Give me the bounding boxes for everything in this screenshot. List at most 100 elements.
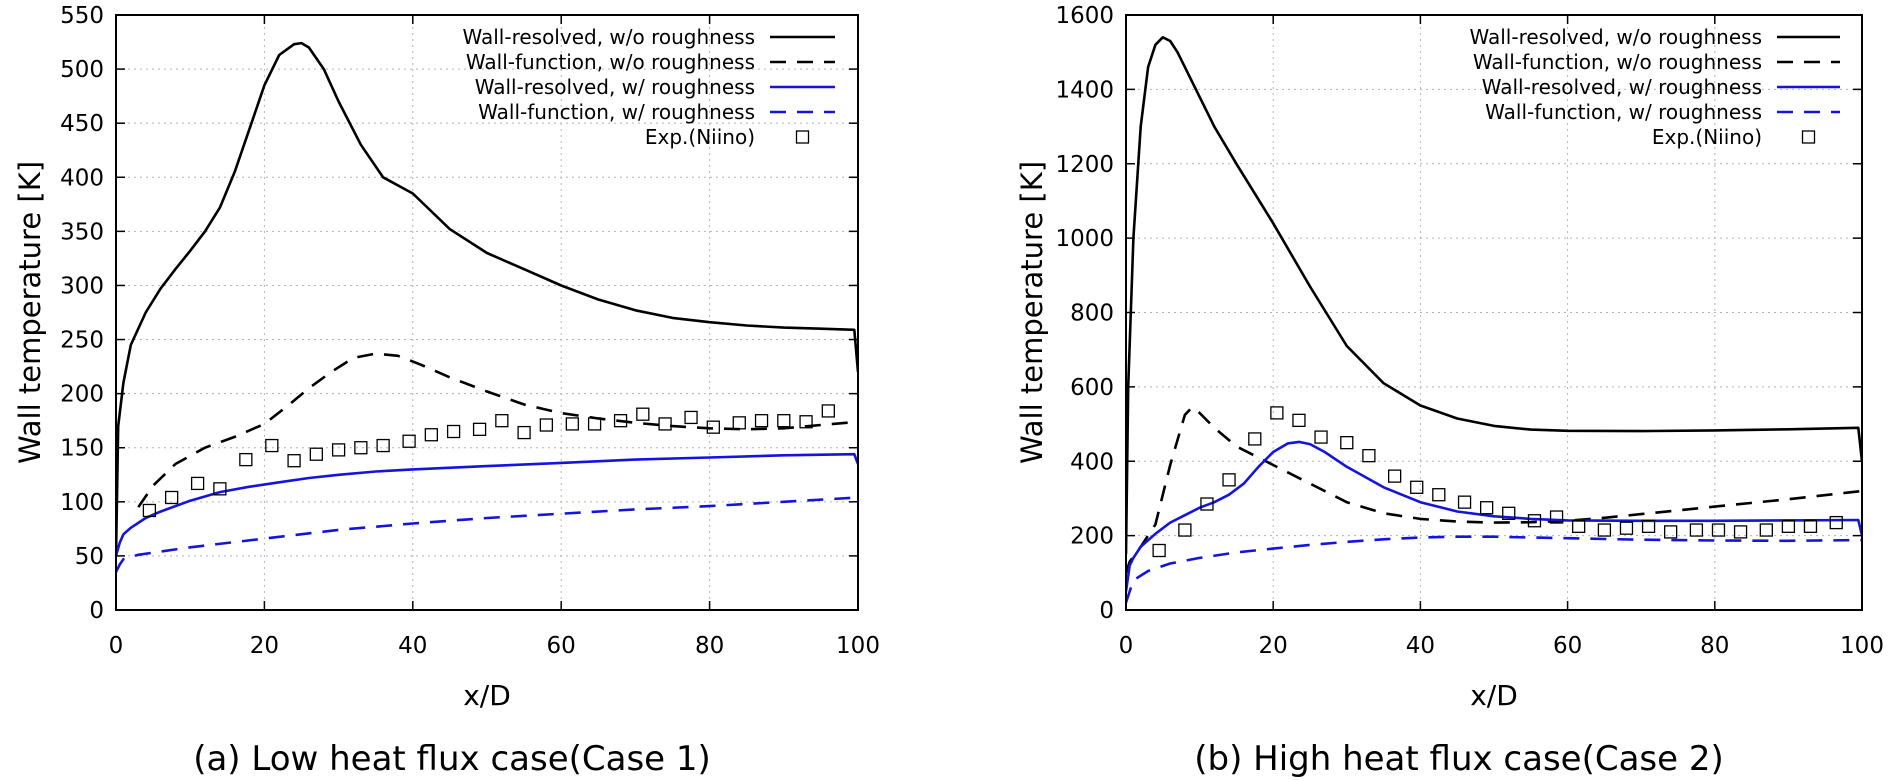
exp-marker (1432, 488, 1446, 502)
y-tick-label: 500 (60, 57, 104, 83)
y-axis-title: Wall temperature [K] (13, 161, 47, 464)
figure-caption: (b) High heat flux case(Case 2) (1194, 739, 1724, 779)
exp-marker (1387, 469, 1402, 483)
y-tick-label: 150 (60, 436, 104, 462)
y-tick-label: 1600 (1055, 3, 1114, 29)
y-tick-label: 450 (60, 111, 104, 137)
x-tick-label: 20 (1259, 633, 1288, 659)
plot-frame (115, 14, 859, 611)
y-tick-label: 1400 (1055, 77, 1114, 103)
exp-marker (1200, 497, 1214, 511)
exp-marker (1641, 519, 1656, 533)
y-tick-label: 1000 (1055, 226, 1114, 252)
exp-marker (1152, 543, 1166, 558)
y-axis-title: Wall temperature [K] (1015, 161, 1049, 464)
exp-marker (424, 428, 439, 442)
exp-marker (309, 447, 323, 461)
exp-marker (1502, 506, 1516, 520)
exp-marker (1781, 519, 1796, 533)
series-line-1 (1126, 35, 1862, 555)
exp-marker (1340, 436, 1354, 450)
exp-marker (517, 425, 531, 440)
x-tick-label: 40 (398, 633, 427, 659)
exp-marker (1549, 510, 1564, 524)
figure-caption: (a) Low heat flux case(Case 1) (193, 739, 711, 779)
exp-marker (754, 414, 769, 428)
x-tick-label: 0 (1119, 633, 1134, 659)
x-tick-label: 20 (250, 633, 279, 659)
exp-marker (799, 415, 813, 429)
x-axis-title: x/D (463, 679, 511, 712)
exp-marker (636, 407, 650, 421)
x-tick-label: 60 (1553, 633, 1582, 659)
y-tick-label: 250 (60, 328, 104, 354)
exp-marker (213, 482, 227, 496)
exp-marker (331, 443, 346, 457)
y-tick-label: 200 (60, 382, 104, 408)
exp-marker (1597, 523, 1612, 537)
chart-panel-1: 0 20 40 60 80 100 0 50 100 150 200 250 300 350 400 450 5… (13, 3, 880, 779)
y-tick-label: 350 (60, 219, 104, 245)
exp-marker (1689, 523, 1704, 537)
exp-marker (565, 417, 579, 431)
legend-label: Wall-function, w/o roughness (1473, 50, 1762, 74)
exp-marker (287, 454, 301, 468)
exp-marker (164, 490, 179, 505)
exp-marker (1711, 523, 1726, 537)
exp-marker (1248, 432, 1262, 446)
exp-marker (1292, 413, 1306, 427)
y-tick-label: 50 (75, 544, 104, 570)
y-tick-label: 800 (1070, 301, 1114, 327)
exp-marker (1178, 523, 1192, 537)
series-line-3 (116, 452, 858, 557)
legend-label: Wall-function, w/o roughness (466, 50, 755, 74)
exp-marker (1270, 406, 1284, 420)
exp-marker (472, 422, 487, 436)
chart-panel-2: 0 20 40 60 80 1000200400600800100012001400160… (1015, 3, 1884, 779)
exp-marker (265, 438, 279, 453)
x-tick-label: 40 (1406, 633, 1435, 659)
series-line-4 (116, 496, 858, 573)
legend-label: Exp.(Niino) (1652, 125, 1762, 149)
exp-marker (1759, 523, 1773, 537)
exp-marker (777, 414, 791, 428)
exp-marker (1571, 519, 1586, 533)
exp-marker (732, 416, 746, 430)
exp-marker (821, 404, 835, 418)
exp-marker (539, 418, 554, 432)
exp-marker (1619, 521, 1634, 535)
legend-label: Wall-resolved, w/ roughness (475, 75, 755, 99)
y-tick-label: 200 (1070, 524, 1114, 550)
x-tick-label: 100 (1840, 633, 1884, 659)
series-line-1 (116, 41, 858, 556)
exp-marker (658, 417, 672, 431)
exp-marker (376, 438, 390, 453)
y-tick-label: 300 (60, 273, 104, 299)
exp-marker (1663, 525, 1678, 539)
exp-marker (1803, 519, 1818, 533)
series-line-3 (1126, 440, 1862, 592)
series-line-2 (137, 352, 858, 508)
exp-marker (190, 476, 205, 491)
exp-marker (446, 424, 461, 439)
exp-marker (239, 452, 253, 467)
series-line-2 (1126, 405, 1862, 574)
exp-marker (495, 414, 509, 428)
exp-marker (1457, 495, 1472, 509)
exp-marker (1362, 449, 1376, 463)
legend-label: Wall-resolved, w/ roughness (1482, 75, 1762, 99)
legend-label: Wall-function, w/ roughness (1485, 100, 1762, 124)
series-line-4 (1126, 535, 1862, 604)
legend-label: Wall-resolved, w/o roughness (462, 25, 755, 49)
x-tick-label: 60 (547, 633, 576, 659)
exp-marker (1479, 501, 1494, 515)
exp-marker (142, 503, 157, 518)
legend-label: Wall-function, w/ roughness (478, 100, 755, 124)
y-tick-label: 550 (60, 3, 104, 29)
legend-label: Wall-resolved, w/o roughness (1469, 25, 1762, 49)
x-tick-label: 100 (836, 633, 880, 659)
legend-label: Exp.(Niino) (645, 125, 755, 149)
legend-marker (1801, 130, 1816, 144)
x-tick-label: 0 (109, 633, 124, 659)
